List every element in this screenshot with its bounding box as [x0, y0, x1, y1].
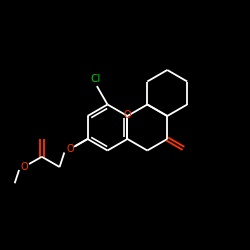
Text: O: O	[20, 162, 28, 172]
Text: Cl: Cl	[90, 74, 101, 84]
Text: O: O	[66, 144, 74, 154]
Text: O: O	[124, 110, 131, 120]
